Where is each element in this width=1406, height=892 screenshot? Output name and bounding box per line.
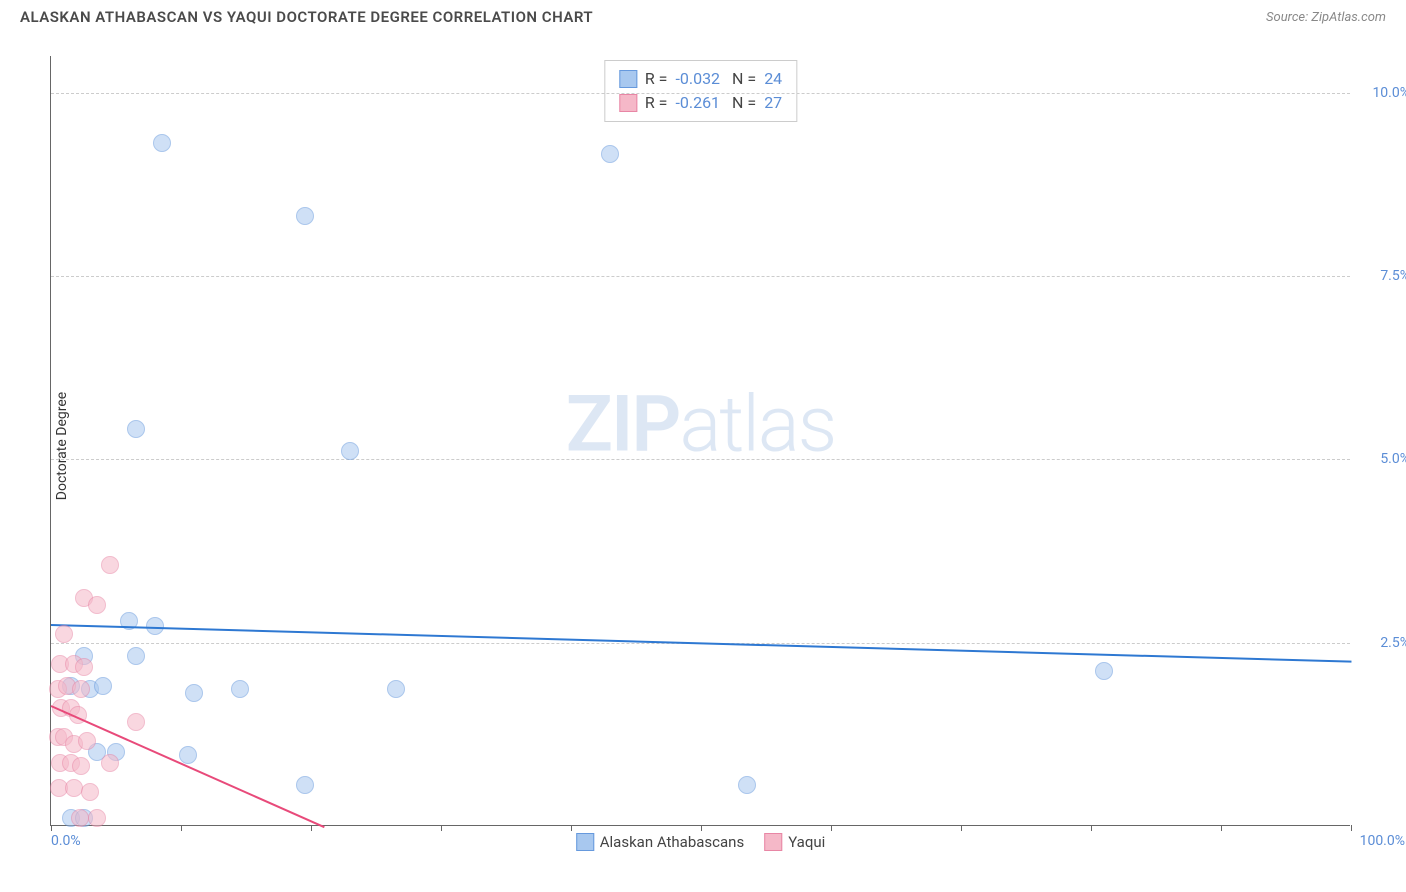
x-tick (181, 825, 182, 831)
stats-row-1: R = -0.032 N = 24 (619, 67, 782, 91)
source-attribution: Source: ZipAtlas.com (1266, 10, 1386, 25)
correlation-stats-box: R = -0.032 N = 24 R = -0.261 N = 27 (604, 60, 797, 122)
gridline (51, 459, 1350, 460)
y-tick-label: 5.0% (1380, 451, 1406, 467)
legend-item-2: Yaqui (764, 833, 825, 851)
n-value-1: 24 (764, 67, 782, 91)
legend-label-1: Alaskan Athabascans (600, 833, 744, 851)
data-point (75, 658, 93, 676)
r-value-2: -0.261 (675, 91, 720, 115)
data-point (153, 134, 171, 152)
series-legend: Alaskan Athabascans Yaqui (576, 833, 826, 851)
data-point (72, 680, 90, 698)
data-point (81, 783, 99, 801)
scatter-chart: ZIPatlas R = -0.032 N = 24 R = -0.261 N … (50, 56, 1350, 826)
x-axis-label: 100.0% (1360, 833, 1405, 849)
data-point (601, 145, 619, 163)
x-tick (311, 825, 312, 831)
data-point (88, 596, 106, 614)
x-tick (701, 825, 702, 831)
legend-swatch-2 (764, 833, 782, 851)
x-tick (831, 825, 832, 831)
data-point (127, 713, 145, 731)
x-tick (571, 825, 572, 831)
y-tick-label: 7.5% (1380, 268, 1406, 284)
chart-header: ALASKAN ATHABASCAN VS YAQUI DOCTORATE DE… (0, 0, 1406, 36)
x-tick (51, 825, 52, 831)
data-point (231, 680, 249, 698)
legend-label-2: Yaqui (788, 833, 825, 851)
y-tick-label: 2.5% (1380, 635, 1406, 651)
gridline (51, 93, 1350, 94)
data-point (55, 625, 73, 643)
data-point (296, 776, 314, 794)
data-point (78, 732, 96, 750)
data-point (185, 684, 203, 702)
y-tick-label: 10.0% (1372, 85, 1406, 101)
data-point (101, 754, 119, 772)
data-point (296, 207, 314, 225)
chart-title: ALASKAN ATHABASCAN VS YAQUI DOCTORATE DE… (20, 8, 593, 26)
data-point (341, 442, 359, 460)
data-point (738, 776, 756, 794)
x-tick (1221, 825, 1222, 831)
data-point (94, 677, 112, 695)
legend-item-1: Alaskan Athabascans (576, 833, 744, 851)
watermark: ZIPatlas (566, 380, 835, 471)
x-tick (961, 825, 962, 831)
data-point (88, 809, 106, 827)
data-point (72, 757, 90, 775)
data-point (127, 647, 145, 665)
data-point (146, 617, 164, 635)
swatch-series2 (619, 94, 637, 112)
trendline (51, 624, 1351, 663)
gridline (51, 276, 1350, 277)
data-point (101, 556, 119, 574)
r-value-1: -0.032 (675, 67, 720, 91)
data-point (71, 809, 89, 827)
n-value-2: 27 (764, 91, 782, 115)
x-tick (1351, 825, 1352, 831)
x-tick (1091, 825, 1092, 831)
swatch-series1 (619, 70, 637, 88)
x-tick (441, 825, 442, 831)
stats-row-2: R = -0.261 N = 27 (619, 91, 782, 115)
data-point (1095, 662, 1113, 680)
data-point (387, 680, 405, 698)
x-axis-label: 0.0% (51, 833, 81, 849)
data-point (127, 420, 145, 438)
legend-swatch-1 (576, 833, 594, 851)
